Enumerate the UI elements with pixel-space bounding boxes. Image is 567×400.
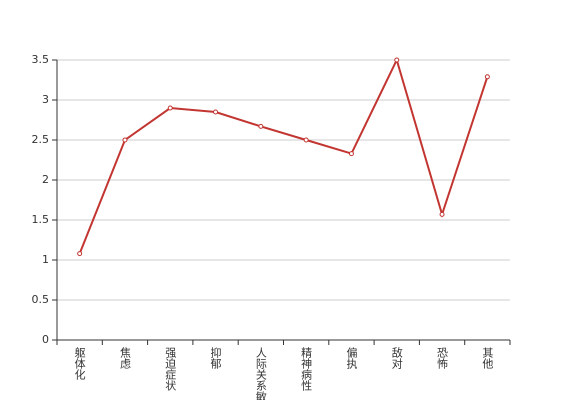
x-tick-label: 人际关系敏感 bbox=[254, 347, 267, 400]
x-tick-label: 其他 bbox=[481, 347, 494, 369]
point bbox=[77, 251, 83, 257]
point bbox=[167, 105, 173, 111]
x-tick-label: 敌对 bbox=[390, 346, 403, 369]
y-tick-label: 3.5 bbox=[32, 53, 50, 66]
x-tick-label: 偏执 bbox=[345, 346, 358, 370]
x-tick-label: 恐怖 bbox=[436, 347, 449, 369]
y-tick-label: 2.5 bbox=[32, 133, 50, 146]
point bbox=[303, 137, 309, 143]
x-tick-label: 躯体化 bbox=[73, 347, 86, 381]
point bbox=[213, 109, 219, 115]
y-tick-label: 0 bbox=[42, 333, 49, 346]
y-tick-label: 1.5 bbox=[32, 213, 50, 226]
point bbox=[258, 123, 264, 129]
point bbox=[348, 151, 354, 157]
y-tick-label: 3 bbox=[42, 93, 49, 106]
point bbox=[394, 57, 400, 63]
x-tick-label: 精神病性 bbox=[300, 347, 313, 392]
y-tick-label: 0.5 bbox=[32, 293, 50, 306]
y-tick-label: 2 bbox=[42, 173, 49, 186]
y-tick-label: 1 bbox=[42, 253, 49, 266]
x-tick-label: 抑郁 bbox=[209, 346, 222, 369]
x-tick-label: 焦虑 bbox=[118, 347, 131, 369]
x-tick-label: 强迫症状 bbox=[164, 347, 177, 391]
line bbox=[78, 57, 489, 254]
point bbox=[439, 211, 445, 217]
point bbox=[484, 74, 490, 80]
point bbox=[122, 137, 128, 143]
